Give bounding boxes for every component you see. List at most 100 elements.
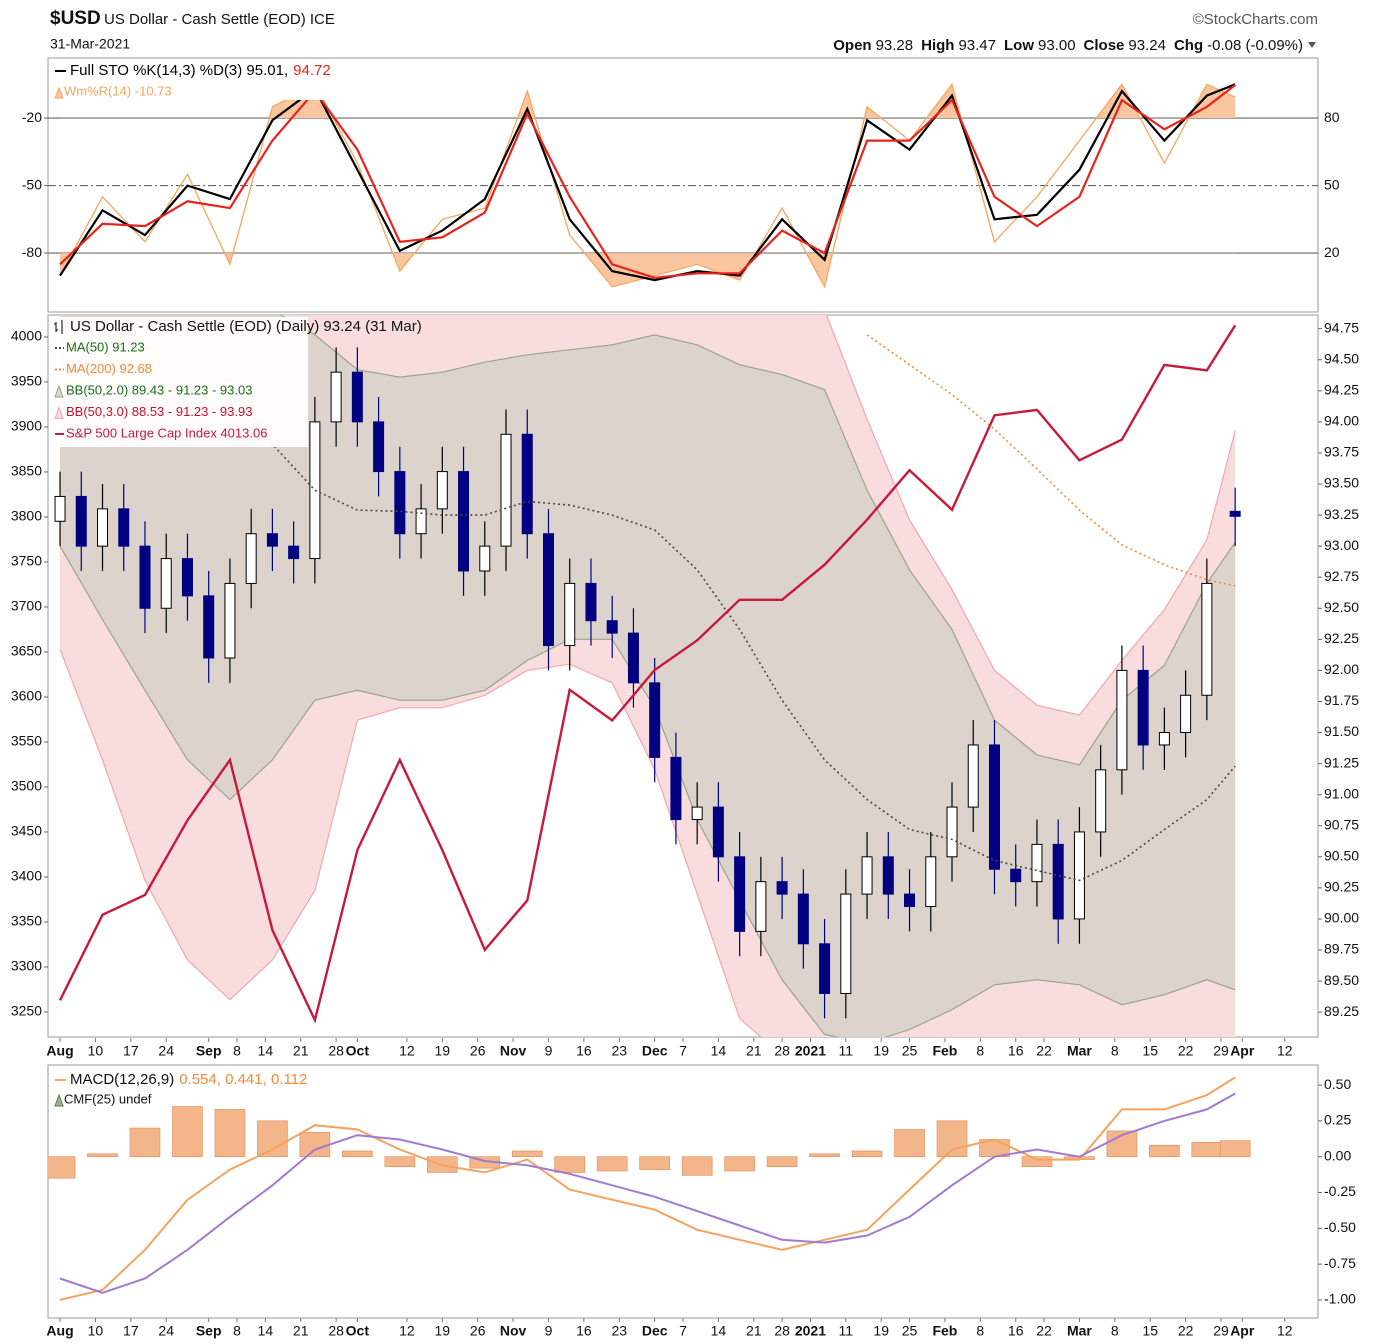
quote-line: Open 93.28 High 93.47 Low 93.00 Close 93.24 Chg -… [833, 37, 1303, 54]
x-tick-label: 22 [1036, 1323, 1052, 1339]
overlay-line [58, 324, 1237, 1024]
x-tick-label: Aug [46, 1043, 73, 1059]
histogram-bar [48, 1156, 76, 1179]
candle-body [1095, 769, 1107, 833]
candle-body [458, 471, 470, 572]
y2-tick-label: 91.75 [1324, 692, 1359, 708]
candle-body [1158, 732, 1170, 746]
candle-body [585, 582, 597, 622]
y2-tick-label: 80 [1324, 109, 1340, 125]
legend-swatch [54, 406, 64, 419]
legend-entry: S&P 500 Large Cap Index 4013.06 [66, 425, 267, 440]
candle-body [670, 756, 682, 821]
x-tick-label: 29 [1213, 1323, 1229, 1339]
candle-body [288, 545, 300, 560]
x-tick-label: 17 [123, 1043, 139, 1059]
histogram-bar [1149, 1144, 1180, 1157]
x-tick-label: 12 [1277, 1043, 1293, 1059]
quote-label: Open [833, 37, 871, 54]
y2-tick-label: 94.75 [1324, 319, 1359, 335]
candle-body [351, 371, 363, 423]
y-tick-label: 3500 [11, 778, 42, 794]
legend-part: 94.72 [293, 62, 331, 79]
x-tick-label: Dec [642, 1043, 668, 1059]
x-tick-label: 26 [470, 1323, 486, 1339]
y2-tick-label: 92.75 [1324, 568, 1359, 584]
histogram-bar [936, 1120, 968, 1157]
legend-swatch [54, 86, 64, 99]
x-tick-label: 2021 [795, 1323, 826, 1339]
histogram-bar [809, 1153, 840, 1157]
y2-tick-label: 20 [1324, 244, 1340, 260]
y-tick-label: 3650 [11, 643, 42, 659]
y-tick-label: 3450 [11, 823, 42, 839]
band-edge [279, 315, 1236, 766]
x-tick-label: 16 [1008, 1323, 1024, 1339]
candle-body [97, 508, 109, 547]
oscillator-line [59, 82, 1236, 289]
x-tick-label: 24 [158, 1323, 174, 1339]
candle-body [394, 471, 406, 535]
y-tick-label: -1.00 [1324, 1291, 1356, 1307]
band-fill [60, 315, 1236, 1037]
instrument-name: US Dollar - Cash Settle (EOD) ICE [104, 11, 335, 28]
candle-body [797, 893, 809, 945]
candle-body [479, 545, 491, 572]
x-tick-label: 19 [873, 1323, 889, 1339]
candle-body [415, 508, 427, 535]
x-tick-label: 9 [545, 1323, 553, 1339]
candle-body [139, 545, 151, 609]
y2-tick-label: 50 [1324, 176, 1340, 192]
x-tick-label: 25 [902, 1043, 918, 1059]
y2-tick-label: 90.25 [1324, 879, 1359, 895]
y2-tick-label: 91.25 [1324, 754, 1359, 770]
band-edge [825, 315, 1236, 716]
x-tick-label: 14 [711, 1323, 727, 1339]
histogram-bar [257, 1120, 288, 1157]
histogram-bar [214, 1109, 246, 1157]
candle-body [1031, 843, 1043, 883]
legend-part: Full STO %K(14,3) %D(3) 95.01, [70, 62, 288, 79]
legend-box [50, 317, 308, 447]
candle-body [819, 943, 831, 995]
x-tick-label: 15 [1142, 1323, 1158, 1339]
candle-body [1137, 669, 1149, 746]
x-tick-label: 21 [293, 1323, 309, 1339]
y2-tick-label: 94.00 [1324, 413, 1359, 429]
histogram-bar [639, 1156, 670, 1170]
panel-plot [48, 82, 1318, 289]
candle-body [606, 620, 618, 634]
y-tick-label: -80 [22, 244, 42, 260]
legend-entry: Full STO %K(14,3) %D(3) 95.01, 94.72 [70, 62, 331, 79]
candle-body [649, 682, 661, 758]
y2-tick-label: 93.75 [1324, 444, 1359, 460]
histogram-bar [554, 1156, 586, 1173]
histogram-bar [511, 1150, 543, 1157]
quote-label: Low [1004, 37, 1034, 54]
quote-value: -0.08 (-0.09%) [1207, 37, 1303, 54]
y2-tick-label: 90.00 [1324, 910, 1359, 926]
histogram-bar [172, 1106, 203, 1157]
candle-body [373, 421, 385, 473]
candle-body [181, 558, 193, 597]
x-tick-label: 28 [774, 1323, 790, 1339]
x-tick-label: 17 [123, 1323, 139, 1339]
x-tick-label: 21 [746, 1323, 762, 1339]
oscillator-fill [60, 84, 1236, 287]
x-tick-label: 7 [679, 1043, 687, 1059]
x-tick-label: 14 [258, 1043, 274, 1059]
x-tick-label: 26 [470, 1043, 486, 1059]
legend-entry: MACD(12,26,9) 0.554, 0.441, 0.112 [70, 1071, 307, 1088]
x-tick-label: 8 [1111, 1323, 1119, 1339]
symbol: $USD [50, 8, 101, 29]
legend-entry: Wm%R(14) -10.73 [64, 83, 172, 98]
x-tick-label: 8 [1111, 1043, 1119, 1059]
candle-body [734, 856, 746, 932]
date: 31-Mar-2021 [50, 36, 130, 52]
x-tick-label: 8 [976, 1043, 984, 1059]
y-tick-label: 3950 [11, 373, 42, 389]
x-tick-label: 19 [873, 1043, 889, 1059]
candle-body [904, 893, 916, 908]
x-tick-label: Mar [1067, 1323, 1092, 1339]
quote-value: 93.00 [1038, 37, 1076, 54]
